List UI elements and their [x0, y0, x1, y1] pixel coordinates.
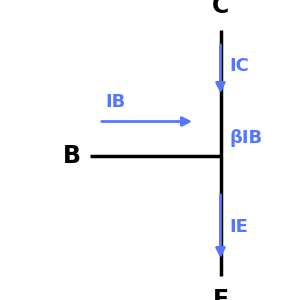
Text: IB: IB	[105, 93, 125, 111]
Text: IC: IC	[230, 57, 249, 75]
Text: B: B	[63, 144, 81, 168]
Text: C: C	[212, 0, 229, 18]
Text: E: E	[212, 288, 229, 300]
Text: βIB: βIB	[230, 129, 262, 147]
Text: IE: IE	[230, 218, 248, 236]
